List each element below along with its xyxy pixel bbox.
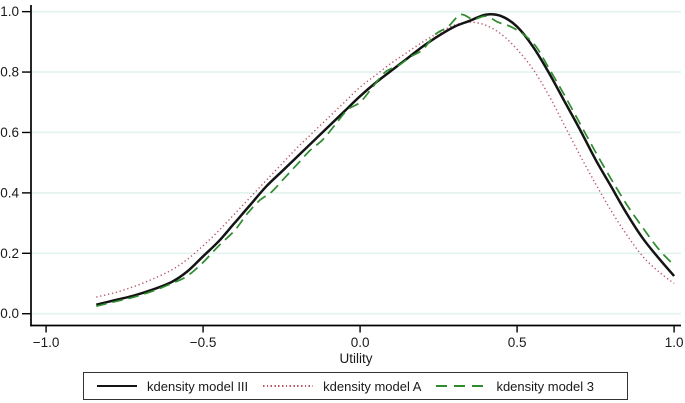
legend-label-model-3: kdensity model 3 bbox=[496, 378, 594, 394]
legend-item-model-3: kdensity model 3 bbox=[436, 380, 594, 393]
y-tick-label: 1.0 bbox=[0, 4, 19, 19]
legend-item-model-iii: kdensity model III bbox=[97, 380, 248, 393]
x-tick-label: 0.0 bbox=[351, 335, 370, 350]
series-line-kdensity-model-3 bbox=[96, 13, 675, 308]
y-tick-label: 0.4 bbox=[0, 185, 19, 200]
legend-dotted-line-sample bbox=[263, 385, 314, 387]
y-tick-label: 0.2 bbox=[0, 246, 19, 261]
x-tick-label: 1.0 bbox=[665, 335, 684, 350]
legend-solid-line-sample bbox=[97, 385, 137, 387]
legend-label-model-a: kdensity model A bbox=[323, 378, 422, 394]
x-axis-title: Utility bbox=[340, 351, 373, 366]
legend-dashed-line-sample bbox=[436, 385, 487, 387]
x-tick-label: 0.5 bbox=[508, 335, 527, 350]
y-tick-label: 0.6 bbox=[0, 125, 19, 140]
legend: kdensity model III kdensity model A kden… bbox=[83, 372, 628, 400]
y-tick-label: 0.0 bbox=[0, 306, 19, 321]
x-tick-label: −0.5 bbox=[190, 335, 217, 350]
x-tick-label: −1.0 bbox=[33, 335, 60, 350]
y-tick-label: 0.8 bbox=[0, 65, 19, 80]
series-line-kdensity-model-iii bbox=[95, 13, 676, 306]
legend-label-model-iii: kdensity model III bbox=[147, 378, 249, 394]
series-line-kdensity-model-a bbox=[96, 21, 675, 298]
legend-item-model-a: kdensity model A bbox=[263, 380, 421, 393]
